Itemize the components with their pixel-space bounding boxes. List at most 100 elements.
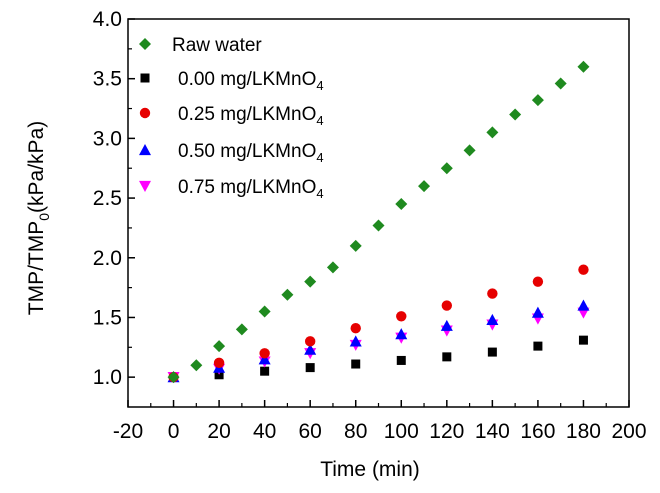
data-point — [509, 108, 522, 121]
legend-label: 0.75 mg/LKMnO4 — [178, 177, 324, 201]
data-point — [396, 311, 407, 322]
data-point — [213, 340, 226, 353]
data-point — [578, 264, 589, 275]
series-2 — [168, 264, 589, 383]
legend-label-main: 0.75 mg/LKMnO — [178, 177, 316, 198]
legend-label-subscript: 4 — [316, 186, 323, 201]
legend-label: Raw water — [172, 35, 262, 56]
legend-label-subscript: 4 — [316, 150, 323, 165]
legend-label-main: 0.50 mg/LKMnO — [178, 141, 316, 162]
legend-label-main: 0.25 mg/LKMnO — [178, 104, 316, 125]
data-point — [235, 323, 248, 336]
data-point — [533, 341, 543, 351]
data-point — [577, 60, 590, 73]
x-tick-label: -20 — [113, 420, 143, 443]
x-tick-label: 120 — [429, 420, 464, 443]
data-point — [281, 288, 294, 301]
x-tick-label: 160 — [520, 420, 555, 443]
legend-label-main: 0.00 mg/LKMnO — [178, 69, 316, 90]
data-point — [486, 313, 499, 325]
x-tick-label: 140 — [475, 420, 510, 443]
legend-item: 0.50 mg/LKMnO4 — [139, 141, 324, 165]
data-point — [532, 276, 544, 287]
legend-item: 0.75 mg/LKMnO4 — [139, 177, 324, 201]
series-3 — [167, 299, 590, 383]
data-point — [259, 348, 270, 359]
x-tick-label: 0 — [168, 420, 180, 443]
data-point — [372, 219, 385, 232]
legend-marker — [140, 73, 150, 83]
legend-item: Raw water — [139, 35, 262, 56]
data-point — [487, 347, 497, 357]
legend-label-subscript: 4 — [316, 78, 323, 93]
data-point — [396, 355, 406, 365]
data-point — [260, 366, 270, 376]
data-point — [351, 359, 361, 369]
legend-marker — [139, 144, 151, 156]
data-point — [554, 77, 567, 90]
data-point — [441, 300, 453, 311]
y-tick-label: 1.0 — [93, 366, 122, 389]
data-point — [349, 335, 362, 347]
data-point — [486, 126, 499, 139]
data-point — [305, 363, 315, 373]
legend-label-main: Raw water — [172, 35, 262, 56]
x-tick-label: 100 — [384, 420, 419, 443]
legend-marker — [139, 38, 151, 50]
y-axis-title: TMP/TMP0(kPa/kPa) — [25, 121, 52, 316]
data-point — [349, 239, 362, 252]
legend-label: 0.00 mg/LKMnO4 — [178, 69, 324, 93]
x-tick-label: 60 — [299, 420, 322, 443]
data-point — [258, 305, 271, 318]
series-1 — [169, 335, 588, 382]
data-point — [213, 357, 225, 369]
data-point — [463, 144, 476, 157]
data-point — [258, 353, 271, 365]
data-markers — [167, 60, 590, 384]
legend-marker — [139, 180, 151, 192]
legend-label-subscript: 4 — [316, 113, 323, 128]
data-point — [418, 180, 431, 193]
data-point — [487, 288, 498, 299]
legend-label: 0.50 mg/LKMnO4 — [178, 141, 324, 165]
x-axis-title: Time (min) — [320, 458, 420, 481]
legend-item: 0.00 mg/LKMnO4 — [140, 69, 324, 93]
data-point — [350, 323, 361, 334]
x-tick-label: 80 — [344, 420, 367, 443]
series-4 — [167, 307, 590, 384]
data-point — [304, 275, 317, 288]
data-point — [531, 306, 544, 318]
y-axis-title-subscript: 0 — [36, 213, 52, 221]
y-axis-title-main: TMP/TMP — [25, 221, 48, 316]
series-0 — [167, 60, 590, 384]
x-tick-label: 20 — [207, 420, 230, 443]
y-tick-label: 2.5 — [93, 187, 122, 210]
data-point — [304, 336, 316, 347]
data-point — [395, 198, 408, 211]
axis-ticks: -20 0 20 40 60 80 100 120 140 160 180 200 1.0 1.5 2.0 2… — [93, 8, 647, 443]
data-point — [440, 319, 453, 331]
data-point — [326, 261, 339, 274]
legend-label: 0.25 mg/LKMnO4 — [178, 104, 324, 128]
data-point — [190, 359, 203, 372]
svg-text:TMP/TMP0(kPa/kPa): TMP/TMP0(kPa/kPa) — [25, 121, 52, 316]
legend-item: 0.25 mg/LKMnO4 — [139, 104, 324, 128]
y-tick-label: 3.5 — [93, 68, 122, 91]
y-tick-label: 3.0 — [93, 127, 122, 150]
y-tick-label: 2.0 — [93, 247, 122, 270]
x-tick-label: 200 — [611, 420, 646, 443]
data-point — [167, 371, 180, 384]
legend-marker — [139, 107, 151, 119]
x-tick-label: 40 — [253, 420, 276, 443]
y-tick-label: 1.5 — [93, 306, 122, 329]
data-point — [442, 352, 452, 362]
data-point — [577, 299, 590, 311]
y-axis-title-tail: (kPa/kPa) — [25, 121, 48, 213]
y-tick-label: 4.0 — [93, 8, 122, 31]
data-point — [578, 335, 588, 345]
data-point — [531, 94, 544, 107]
x-tick-label: 180 — [566, 420, 601, 443]
data-point — [304, 343, 317, 355]
